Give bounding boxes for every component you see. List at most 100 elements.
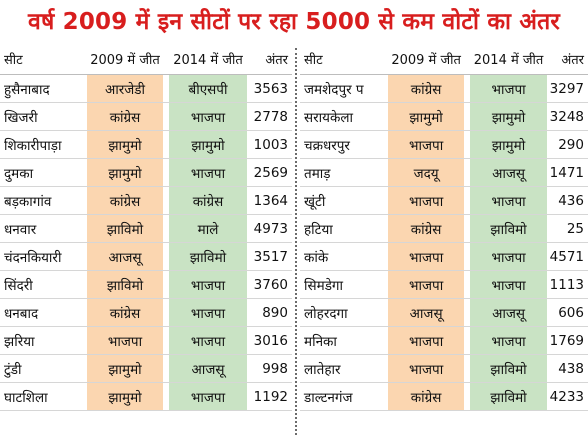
table-row: हुसैनाबाद आरजेडी बीएसपी 3563	[0, 75, 292, 103]
won-2014-cell: झाविमो	[469, 383, 548, 410]
won-2014-cell: झामुमो	[169, 131, 247, 158]
won-2014-cell: आजसू	[469, 159, 548, 186]
margin-cell: 4233	[550, 388, 584, 405]
won-2014-cell: भाजपा	[169, 159, 247, 186]
won-2009-cell: झाविमो	[87, 271, 163, 298]
seat-cell: धनबाद	[4, 305, 39, 322]
margin-cell: 436	[558, 192, 584, 209]
won-2009-cell: भाजपा	[388, 327, 464, 354]
table-row: सिंदरी झाविमो भाजपा 3760	[0, 271, 292, 299]
won-2014-cell: भाजपा	[169, 383, 247, 410]
margin-cell: 3760	[253, 276, 288, 293]
table-row: बड़कागांव कांग्रेस कांग्रेस 1364	[0, 187, 292, 215]
table-row: डाल्टनगंज कांग्रेस झाविमो 4233	[300, 383, 588, 411]
table-row: चक्रधरपुर भाजपा झामुमो 290	[300, 131, 588, 159]
table-row: टुंडी झामुमो आजसू 998	[0, 355, 292, 383]
header-won-2014: 2014 में जीत	[473, 53, 544, 68]
table-row: मनिका भाजपा भाजपा 1769	[300, 327, 588, 355]
table-row: खिजरी कांग्रेस भाजपा 2778	[0, 103, 292, 131]
seat-cell: मनिका	[304, 333, 337, 350]
won-2009-cell: भाजपा	[388, 131, 464, 158]
won-2009-cell: झाविमो	[87, 215, 163, 242]
seat-cell: सरायकेला	[304, 109, 353, 126]
won-2009-cell: झामुमो	[87, 355, 163, 382]
won-2014-cell: भाजपा	[469, 75, 548, 102]
seat-cell: सिंदरी	[4, 277, 33, 294]
won-2014-cell: भाजपा	[469, 271, 548, 298]
table-row: दुमका झामुमो भाजपा 2569	[0, 159, 292, 187]
table-row: झरिया भाजपा भाजपा 3016	[0, 327, 292, 355]
margin-cell: 890	[262, 304, 288, 321]
won-2014-cell: आजसू	[469, 299, 548, 326]
table-row: लोहरदगा आजसू आजसू 606	[300, 299, 588, 327]
margin-cell: 1113	[550, 276, 584, 293]
seat-cell: खिजरी	[4, 109, 38, 126]
won-2014-cell: झाविमो	[169, 243, 247, 270]
won-2009-cell: कांग्रेस	[87, 299, 163, 326]
won-2009-cell: भाजपा	[388, 271, 464, 298]
table-header: सीट 2009 में जीत 2014 में जीत अंतर	[300, 44, 588, 75]
seat-cell: शिकारीपाड़ा	[4, 137, 62, 154]
table-row: लातेहार भाजपा झाविमो 438	[300, 355, 588, 383]
margin-cell: 1471	[550, 164, 584, 181]
seat-cell: दुमका	[4, 165, 34, 182]
margin-cell: 3248	[550, 108, 584, 125]
table-row: खूंटी भाजपा भाजपा 436	[300, 187, 588, 215]
won-2009-cell: झामुमो	[87, 383, 163, 410]
seat-cell: धनवार	[4, 221, 37, 238]
margin-cell: 2778	[253, 108, 288, 125]
won-2009-cell: भाजपा	[388, 243, 464, 270]
table-row: हटिया कांग्रेस झाविमो 25	[300, 215, 588, 243]
seat-cell: लातेहार	[304, 361, 341, 378]
seat-cell: चंदनकियारी	[4, 249, 62, 266]
table-row: तमाड़ जदयू आजसू 1471	[300, 159, 588, 187]
won-2009-cell: आजसू	[388, 299, 464, 326]
margin-cell: 290	[558, 136, 584, 153]
margin-cell: 1003	[253, 136, 288, 153]
won-2014-cell: झाविमो	[469, 215, 548, 242]
page-title: वर्ष 2009 में इन सीटों पर रहा 5000 से कम…	[27, 9, 561, 35]
table-row: घाटशिला झामुमो भाजपा 1192	[0, 383, 292, 411]
header-won-2009: 2009 में जीत	[90, 53, 160, 68]
won-2014-cell: कांग्रेस	[169, 187, 247, 214]
seat-cell: खूंटी	[304, 193, 326, 210]
seat-cell: टुंडी	[4, 361, 22, 378]
results-tables: सीट 2009 में जीत 2014 में जीत अंतर हुसैन…	[0, 44, 588, 439]
won-2014-cell: भाजपा	[469, 327, 548, 354]
won-2009-cell: भाजपा	[87, 327, 163, 354]
table-row: धनवार झाविमो माले 4973	[0, 215, 292, 243]
won-2009-cell: कांग्रेस	[87, 103, 163, 130]
margin-cell: 1364	[253, 192, 288, 209]
won-2009-cell: कांग्रेस	[388, 75, 464, 102]
seat-cell: जमशेदपुर प	[304, 81, 364, 98]
won-2009-cell: झामुमो	[87, 131, 163, 158]
table-row: कांके भाजपा भाजपा 4571	[300, 243, 588, 271]
won-2009-cell: कांग्रेस	[87, 187, 163, 214]
seat-cell: बड़कागांव	[4, 193, 52, 210]
margin-cell: 4571	[550, 248, 584, 265]
margin-cell: 998	[262, 360, 288, 377]
right-table: सीट 2009 में जीत 2014 में जीत अंतर जमशेद…	[300, 44, 588, 439]
margin-cell: 25	[566, 220, 584, 237]
left-table: सीट 2009 में जीत 2014 में जीत अंतर हुसैन…	[0, 44, 292, 439]
header-won-2009: 2009 में जीत	[391, 53, 461, 68]
seat-cell: हुसैनाबाद	[4, 81, 50, 98]
table-row: सरायकेला झामुमो झामुमो 3248	[300, 103, 588, 131]
table-row: चंदनकियारी आजसू झाविमो 3517	[0, 243, 292, 271]
column-divider	[295, 48, 297, 435]
won-2009-cell: जदयू	[388, 159, 464, 186]
seat-cell: डाल्टनगंज	[304, 389, 353, 406]
seat-cell: तमाड़	[304, 165, 331, 182]
seat-cell: घाटशिला	[4, 389, 48, 406]
seat-cell: लोहरदगा	[304, 305, 348, 322]
won-2014-cell: भाजपा	[169, 299, 247, 326]
won-2014-cell: झामुमो	[469, 131, 548, 158]
won-2009-cell: आजसू	[87, 243, 163, 270]
header-won-2014: 2014 में जीत	[173, 53, 243, 68]
seat-cell: झरिया	[4, 333, 35, 350]
won-2014-cell: भाजपा	[169, 103, 247, 130]
header-seat: सीट	[4, 53, 23, 68]
won-2009-cell: झामुमो	[388, 103, 464, 130]
header-seat: सीट	[304, 53, 323, 68]
header-margin: अंतर	[561, 53, 584, 68]
